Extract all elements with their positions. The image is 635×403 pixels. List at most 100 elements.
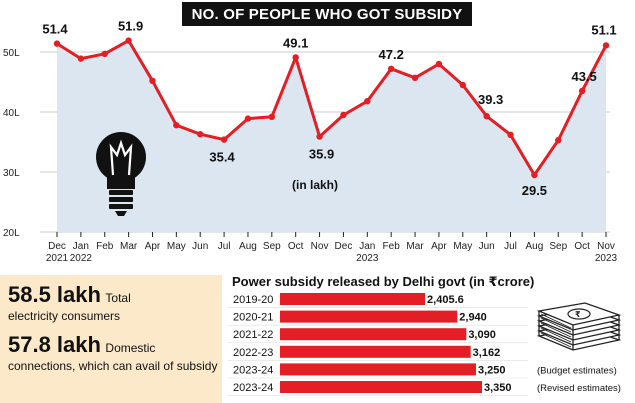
data-point	[483, 113, 490, 120]
subsidy-line-chart: 51.4 51.9 35.4 49.1 35.9 47.2 39.3 29.5 43.5 51.1…	[3, 19, 618, 264]
bar-category-label: 2023-24	[233, 364, 273, 376]
x-tick-year: 2023	[595, 253, 618, 264]
y-tick-label: 30L	[3, 168, 20, 179]
data-point	[292, 54, 299, 61]
area-fill	[57, 40, 606, 232]
data-label: 51.1	[591, 22, 616, 37]
stat-label: electricity consumers	[8, 309, 121, 324]
bar-value-label: 3,350	[484, 382, 512, 394]
x-tick-label: Dec	[48, 241, 66, 252]
stats-panel: 58.5 lakh Total electricity consumers 57…	[0, 275, 222, 403]
data-point	[578, 87, 586, 95]
x-tick-label: May	[453, 241, 472, 252]
x-tick-label: Jul	[504, 241, 517, 252]
data-point	[364, 98, 371, 105]
bar-category-label: 2023-24	[233, 382, 273, 394]
x-tick-year: 2022	[70, 253, 93, 264]
y-tick-label: 40L	[3, 108, 20, 119]
x-tick-label: Aug	[525, 241, 543, 252]
x-tick-label: Jun	[479, 241, 495, 252]
bar-category-label: 2019-20	[233, 294, 273, 306]
data-label: 49.1	[283, 35, 308, 50]
bar-chart-title: Power subsidy released by Delhi govt (in…	[232, 274, 535, 289]
x-tick-label: Jul	[218, 241, 231, 252]
data-point	[244, 115, 252, 122]
x-tick-label: Feb	[96, 241, 114, 252]
data-point	[173, 122, 180, 129]
y-tick-label: 20L	[3, 228, 20, 239]
data-point	[125, 37, 132, 44]
data-label: 29.5	[522, 183, 547, 198]
x-tick-label: Sep	[549, 241, 567, 252]
x-tick-label: Jan	[73, 241, 89, 252]
stat-label: connections, which can avail of subsidy	[8, 359, 218, 374]
data-point	[459, 81, 466, 89]
data-point	[101, 50, 108, 57]
bar-value-label: 2,940	[459, 312, 487, 324]
bar	[280, 293, 426, 305]
bar-value-label: 3,162	[473, 347, 501, 359]
bar-value-label: 2,405.6	[427, 294, 464, 306]
x-tick-label: Feb	[383, 241, 401, 252]
x-tick-label: Apr	[431, 241, 447, 252]
x-tick-label: Dec	[335, 241, 353, 252]
data-point	[268, 113, 276, 121]
data-labels: 51.4 51.9 35.4 49.1 35.9 47.2 39.3 29.5 43.5 51.1	[42, 19, 616, 198]
stat-total-consumers: 58.5 lakh Total electricity consumers	[8, 282, 131, 325]
x-tick-label: Mar	[406, 241, 424, 252]
data-point	[555, 137, 562, 144]
bar-value-label: 3,090	[468, 329, 496, 341]
money-stack-icon: ₹	[536, 302, 622, 351]
data-point	[531, 171, 538, 179]
stat-domestic-connections: 57.8 lakh Domestic connections, which ca…	[8, 332, 218, 375]
x-tick-label: May	[167, 241, 186, 252]
x-tick-year: 2021	[46, 253, 69, 264]
data-label: 43.5	[571, 69, 596, 84]
x-tick-label: Oct	[288, 241, 304, 252]
data-point	[387, 65, 395, 73]
subsidy-bar-chart: 2019-20 2,405.6 2020-21 2,940 2021-22 3,090 20…	[228, 293, 621, 396]
bar-category-label: 2020-21	[233, 312, 273, 324]
data-point	[53, 40, 61, 47]
stat-label: Domestic	[105, 341, 156, 355]
x-tick-label: Sep	[263, 241, 281, 252]
data-point	[316, 133, 323, 140]
x-tick-label: Mar	[120, 241, 138, 252]
data-points	[53, 37, 610, 179]
data-point	[602, 42, 610, 49]
data-label: 47.2	[379, 47, 404, 62]
bar	[280, 310, 458, 323]
data-point	[340, 111, 347, 119]
chart-title: NO. OF PEOPLE WHO GOT SUBSIDY	[182, 2, 472, 26]
x-tick-label: Apr	[145, 241, 161, 252]
x-tick-year: 2023	[356, 253, 379, 264]
x-tick-label: Jun	[192, 241, 208, 252]
x-tick-label: Nov	[311, 241, 329, 252]
data-point	[149, 77, 156, 85]
x-tick-label: Aug	[239, 241, 257, 252]
stat-value: 57.8 lakh	[8, 332, 101, 357]
bar	[280, 345, 471, 358]
bar	[280, 328, 467, 341]
data-label: 35.9	[309, 147, 334, 162]
bar-category-label: 2021-22	[233, 329, 273, 341]
series-line	[56, 39, 608, 177]
x-tick-label: Jan	[359, 241, 375, 252]
y-tick-label: 50L	[3, 48, 20, 59]
bar-category-label: 2022-23	[233, 347, 273, 359]
stat-value: 58.5 lakh	[8, 282, 101, 307]
svg-text:₹: ₹	[575, 310, 581, 319]
data-label: 51.9	[118, 19, 143, 34]
data-label: 35.4	[209, 150, 235, 165]
bar	[280, 381, 482, 393]
x-tick-label: Nov	[597, 241, 615, 252]
data-label: 39.3	[478, 92, 503, 107]
data-point	[507, 131, 514, 138]
bar-annotation: (Budget estimates)	[537, 365, 617, 376]
data-point	[220, 136, 228, 143]
bar	[280, 363, 476, 376]
data-label: 51.4	[42, 22, 68, 37]
stat-label: Total	[105, 291, 131, 305]
bar-value-label: 3,250	[478, 364, 506, 376]
